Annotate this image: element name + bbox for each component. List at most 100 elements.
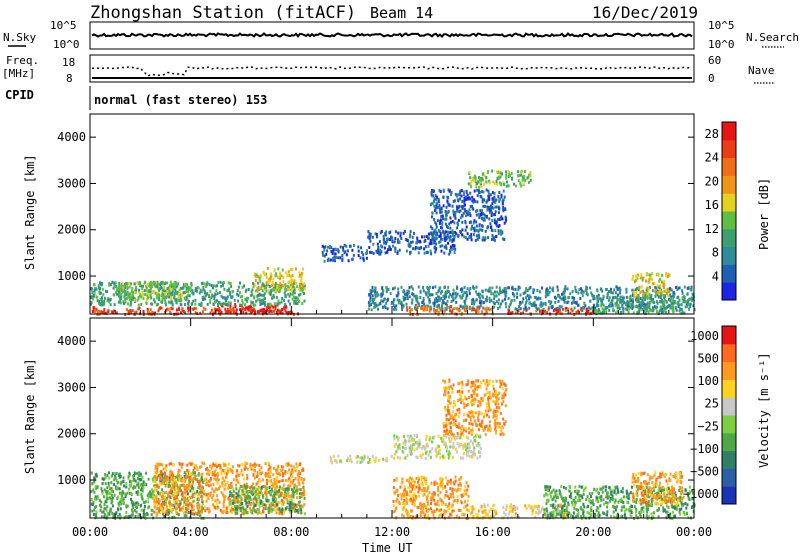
velocity-colorbar-tick: −500: [690, 464, 719, 478]
cpid-text: normal (fast stereo) 153: [94, 93, 267, 107]
power-colorbar-swatch: [722, 193, 736, 212]
time-tick-label: 20:00: [575, 525, 611, 539]
power-y-ticks: 1000 2000 3000 4000: [57, 130, 695, 314]
velocity-region: [392, 475, 470, 521]
velocity-y-tick: 4000: [57, 334, 694, 348]
velocity-colorbar-tick: 25: [705, 397, 719, 411]
nsky-tick-bottom: 10^0: [53, 38, 80, 51]
power-colorbar-swatch: [722, 264, 736, 283]
power-colorbar-tick: 8: [712, 246, 719, 260]
nsky-strip-frame: [89, 21, 695, 50]
velocity-colorbar-swatch: [722, 415, 736, 434]
power-colorbar-swatch: [722, 282, 736, 301]
velocity-colorbar-tick: −100: [690, 442, 719, 456]
date-label: 16/Dec/2019: [592, 3, 698, 22]
power-colorbar-swatch: [722, 175, 736, 194]
power-panel-bg: [90, 114, 694, 314]
freq-label-1: Freq.: [6, 54, 39, 67]
power-colorbar-tick: 12: [705, 222, 719, 236]
velocity-colorbar-tick: −25: [697, 419, 719, 433]
time-tick-label: 04:00: [173, 525, 209, 539]
velocity-y-ticks: 1000 2000 3000 4000: [57, 334, 695, 518]
power-y-tick: 1000: [57, 269, 694, 283]
time-axis: 00:00 04:00 08:00 12:00 16:00 20:00 00:00: [72, 318, 712, 539]
power-region: [115, 280, 192, 303]
power-colorbar-swatch: [722, 228, 736, 248]
velocity-colorbar-tick: 1000: [690, 329, 719, 343]
velocity-colorbar-tick: 100: [697, 374, 719, 388]
time-tick-label: 00:00: [72, 525, 108, 539]
velocity-colorbar-swatch: [722, 468, 736, 487]
velocity-colorbar-swatch: [722, 486, 736, 505]
velocity-colorbar-swatch: [722, 361, 736, 380]
power-colorbar-swatch: [722, 157, 736, 176]
power-colorbar-swatch: [722, 122, 736, 141]
velocity-region: [393, 433, 482, 460]
svg-text:3000: 3000: [57, 176, 86, 190]
nsearch-tick-bottom: 10^0: [708, 38, 735, 51]
velocity-colorbar-swatch: [722, 450, 736, 469]
nave-tick-top: 60: [708, 54, 721, 67]
power-colorbar-tick: 20: [705, 174, 719, 188]
nave-tick-bottom: 0: [708, 72, 715, 85]
velocity-colorbar: 1000 500 100 25 −25 −100 −500 −1000: [683, 325, 737, 505]
power-y-tick: 3000: [57, 176, 694, 190]
x-axis-label: Time UT: [362, 541, 413, 554]
nsky-trace: [91, 32, 693, 38]
nave-label: Nave: [748, 64, 775, 77]
power-y-tick: 2000: [57, 223, 694, 237]
velocity-y-tick: 3000: [57, 380, 694, 394]
freq-tick-bottom: 8: [66, 72, 73, 85]
velocity-region: [228, 484, 306, 516]
velocity-heatmap: [90, 378, 696, 521]
svg-text:4000: 4000: [57, 130, 86, 144]
nsky-tick-top: 10^5: [50, 19, 77, 32]
velocity-colorbar-tick: −1000: [683, 487, 719, 501]
velocity-colorbar-label: Velocity [m s⁻¹]: [757, 352, 771, 468]
svg-text:1000: 1000: [57, 269, 86, 283]
power-colorbar-tick: 16: [705, 198, 719, 212]
power-region: [321, 243, 369, 263]
power-colorbar-tick: 24: [705, 151, 719, 165]
velocity-y-tick: 1000: [57, 473, 694, 487]
power-region: [593, 294, 691, 316]
velocity-colorbar-swatch: [722, 397, 736, 416]
power-heatmap: [90, 169, 696, 316]
svg-text:2000: 2000: [57, 223, 86, 237]
power-colorbar-tick: 28: [705, 127, 719, 141]
time-tick-label: 12:00: [374, 525, 410, 539]
power-region: [429, 188, 507, 242]
cpid-label: CPID: [5, 88, 34, 102]
nsky-label: N.Sky: [3, 31, 36, 44]
velocity-colorbar-swatch: [722, 432, 736, 452]
time-tick-label: 08:00: [273, 525, 309, 539]
freq-tick-top: 18: [62, 56, 75, 69]
nsearch-tick-top: 10^5: [708, 19, 735, 32]
beam-label: Beam 14: [370, 4, 433, 22]
velocity-colorbar-tick: 500: [697, 352, 719, 366]
freq-strip-frame: [89, 54, 695, 83]
velocity-region: [631, 470, 684, 506]
power-region: [367, 230, 457, 256]
time-tick-label: 00:00: [676, 525, 712, 539]
nsearch-label: N.Search: [746, 31, 799, 44]
velocity-region: [442, 378, 508, 437]
velocity-colorbar-swatch: [722, 326, 736, 345]
power-y-axis-label: Slant Range [km]: [23, 154, 37, 270]
power-region: [631, 271, 671, 298]
power-region: [467, 169, 532, 189]
velocity-colorbar-swatch: [722, 343, 736, 363]
power-colorbar-swatch: [722, 211, 736, 230]
velocity-colorbar-swatch: [722, 379, 736, 398]
time-tick-label: 16:00: [475, 525, 511, 539]
velocity-y-axis-label: Slant Range [km]: [23, 358, 37, 474]
power-colorbar-swatch: [722, 246, 736, 265]
power-colorbar: 4 8 12 16 20 24 28: [705, 121, 737, 301]
velocity-region: [329, 454, 393, 465]
power-colorbar-swatch: [722, 139, 736, 159]
freq-label-2: [MHz]: [2, 67, 35, 80]
station-title: Zhongshan Station (fitACF): [90, 3, 356, 23]
power-region: [253, 266, 306, 293]
power-colorbar-tick: 4: [712, 269, 719, 283]
